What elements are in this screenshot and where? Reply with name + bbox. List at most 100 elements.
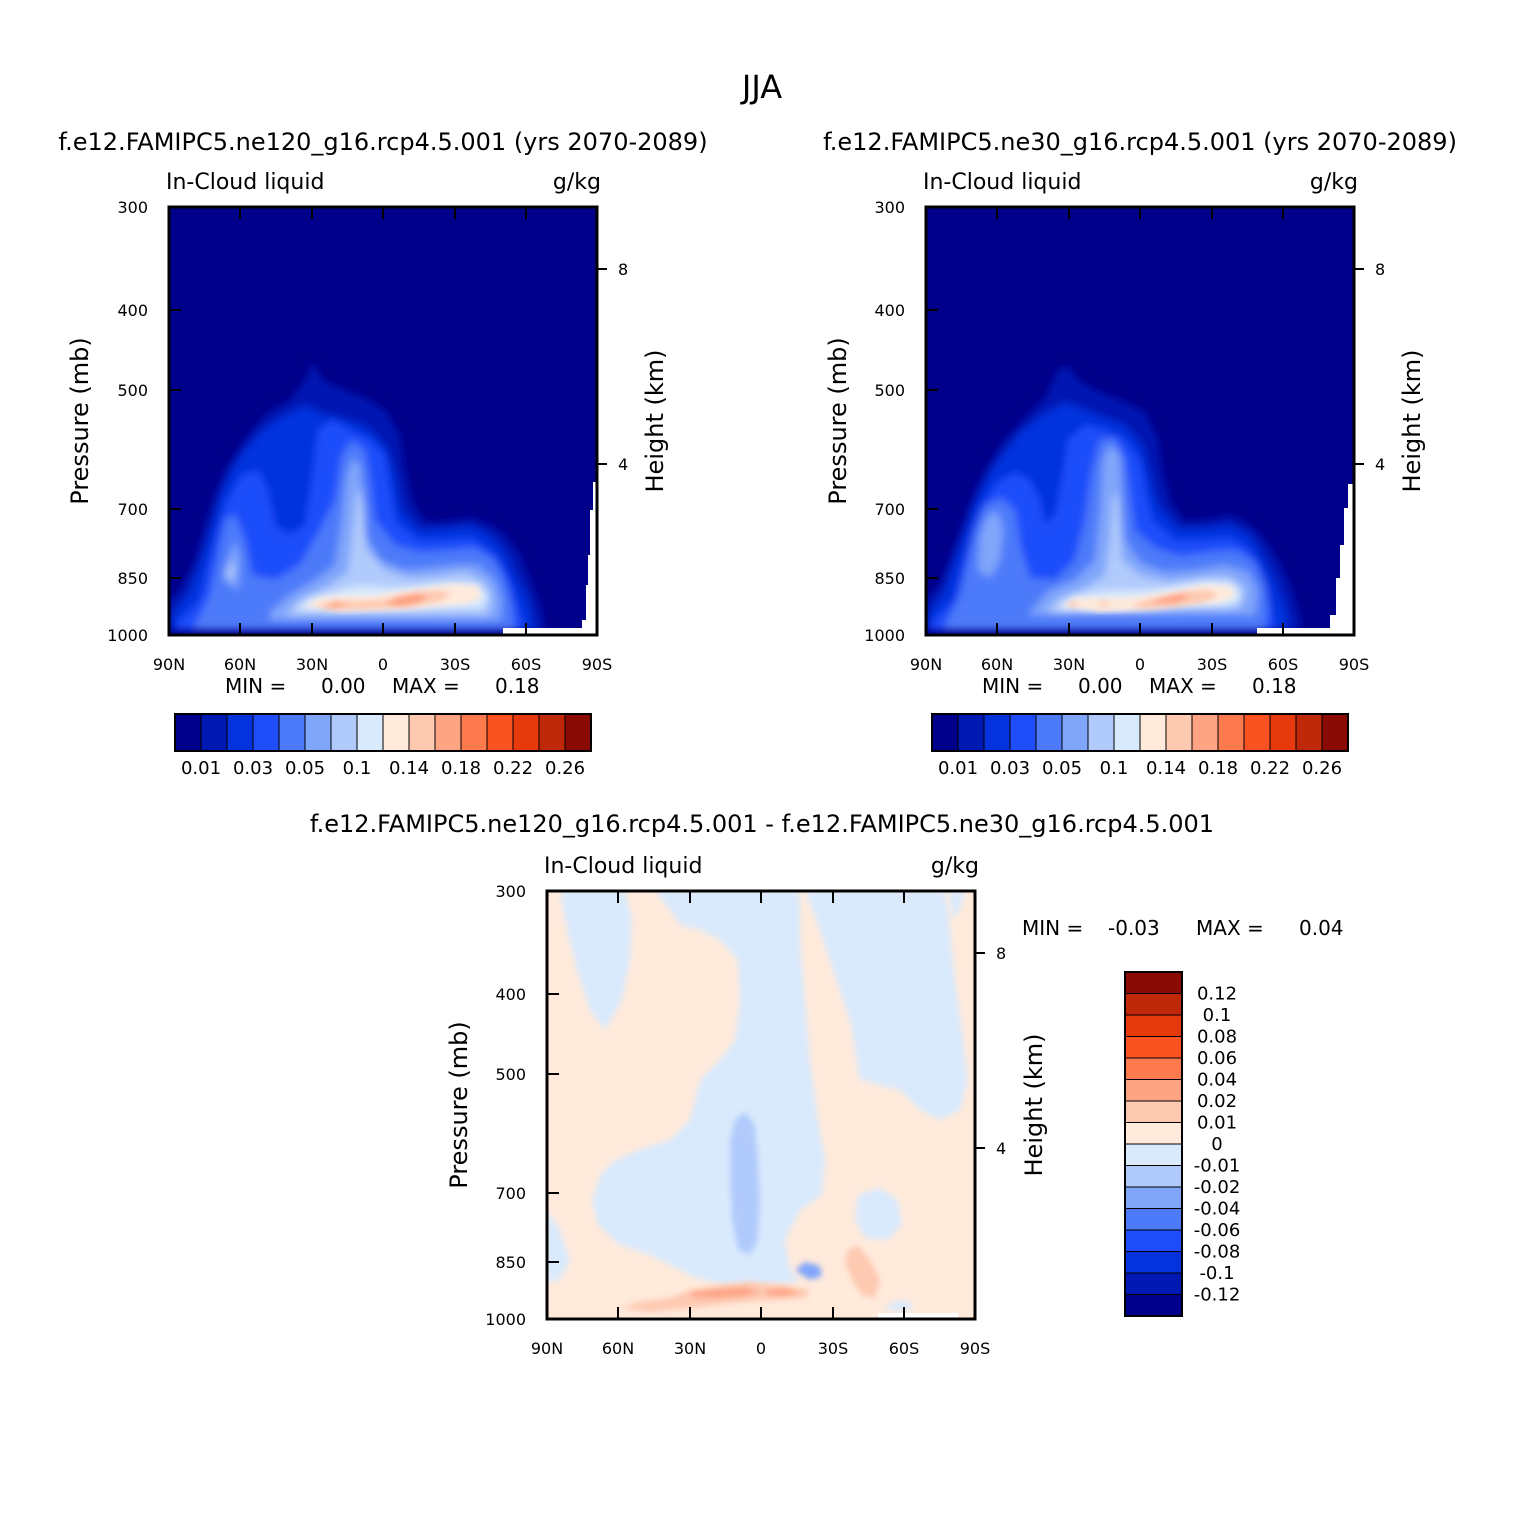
panel-2-xtick-30s: 30S (1197, 655, 1228, 674)
panel-1-xtick-90n: 90N (153, 655, 185, 674)
panel-1-ylabel-right: Height (km) (641, 350, 669, 493)
colorbar-swatch-7 (1124, 1122, 1183, 1145)
colorbar-label: 0.03 (233, 758, 273, 779)
panel-3-height-tick-4: 4 (996, 1139, 1006, 1158)
colorbar-swatch-10 (434, 713, 462, 752)
colorbar-swatch-0 (174, 713, 202, 752)
panel-1-contour-field (169, 207, 597, 635)
panel-1-max-value: 0.18 (495, 674, 540, 698)
colorbar-swatch-10 (1124, 1186, 1183, 1209)
panel-1-xtick-30n: 30N (296, 655, 328, 674)
panel-3-ytick-700: 700 (495, 1184, 526, 1203)
colorbar-label: 0.06 (1197, 1048, 1237, 1069)
colorbar-swatch-8 (382, 713, 410, 752)
colorbar-label: 0.18 (1198, 758, 1238, 779)
colorbar-swatch-15 (564, 713, 592, 752)
panel-2-ylabel-right: Height (km) (1398, 350, 1426, 493)
colorbar-swatch-7 (356, 713, 384, 752)
panel-1-xtick-60n: 60N (224, 655, 256, 674)
panel-1-height-tick-8: 8 (618, 260, 628, 279)
colorbar-label: 0.1 (1203, 1005, 1232, 1026)
colorbar-label: -0.02 (1194, 1177, 1241, 1198)
colorbar-label: 0.02 (1197, 1091, 1237, 1112)
colorbar-swatch-4 (278, 713, 306, 752)
panel-2-axis-ticks (925, 206, 1364, 636)
colorbar-swatch-12 (1124, 1229, 1183, 1252)
panel-3-xtick-30n: 30N (674, 1339, 706, 1358)
panel-2-max-value: 0.18 (1252, 674, 1297, 698)
panel-3-colorbar: 0.120.10.080.060.040.020.010-0.01-0.02-0… (1124, 971, 1241, 1317)
colorbar-swatch-9 (1165, 713, 1193, 752)
panel-3-contour-field (547, 891, 975, 1319)
colorbar-swatch-12 (1243, 713, 1271, 752)
panel-1-colorbar: 0.01 0.03 0.05 0.1 0.14 0.18 0.22 0.26 (174, 713, 592, 779)
panel-3-ylabel: Pressure (mb) (445, 1021, 473, 1188)
colorbar-swatch-12 (486, 713, 514, 752)
panel-3-min-value: -0.03 (1108, 916, 1160, 940)
colorbar-swatch-6 (330, 713, 358, 752)
panel-3-height-tick-8: 8 (996, 944, 1006, 963)
panel-2-height-tick-4: 4 (1375, 455, 1385, 474)
colorbar-label: 0.05 (1042, 758, 1082, 779)
colorbar-swatch-8 (1139, 713, 1167, 752)
colorbar-swatch-13 (512, 713, 540, 752)
colorbar-swatch-11 (460, 713, 488, 752)
colorbar-frame (174, 713, 592, 752)
panel-3-xtick-60s: 60S (889, 1339, 920, 1358)
panel-2-ylabel: Pressure (mb) (824, 337, 852, 504)
colorbar-swatch-6 (1124, 1100, 1183, 1123)
panel-3-title: f.e12.FAMIPC5.ne120_g16.rcp4.5.001 - f.e… (310, 810, 1214, 838)
colorbar-swatch-3 (1009, 713, 1037, 752)
colorbar-label: 0.14 (389, 758, 429, 779)
colorbar-label: 0.01 (181, 758, 221, 779)
colorbar-swatch-4 (1124, 1057, 1183, 1080)
panel-3-subtitle-left: In-Cloud liquid (544, 854, 702, 879)
panel-3-xtick-90n: 90N (531, 1339, 563, 1358)
panel-3-xtick-60n: 60N (602, 1339, 634, 1358)
colorbar-swatch-1 (1124, 993, 1183, 1016)
colorbar-swatch-6 (1087, 713, 1115, 752)
colorbar-frame (931, 713, 1349, 752)
colorbar-label: 0.22 (493, 758, 533, 779)
panel-3-xtick-0: 0 (756, 1339, 766, 1358)
colorbar-swatch-8 (1124, 1143, 1183, 1166)
panel-2-min-label: MIN = (982, 674, 1043, 698)
colorbar-label: 0.01 (938, 758, 978, 779)
colorbar-label: 0.05 (285, 758, 325, 779)
panel-1: f.e12.FAMIPC5.ne120_g16.rcp4.5.001 (yrs … (58, 128, 707, 779)
panel-2-xtick-60n: 60N (981, 655, 1013, 674)
colorbar-label: -0.01 (1194, 1156, 1241, 1177)
colorbar-label: 0.22 (1250, 758, 1290, 779)
colorbar-label: 0.14 (1146, 758, 1186, 779)
panel-2-contour-field (926, 207, 1354, 635)
colorbar-swatch-0 (1124, 971, 1183, 994)
panel-3-subtitle-right: g/kg (931, 854, 979, 879)
panel-1-xtick-60s: 60S (511, 655, 542, 674)
colorbar-swatch-9 (408, 713, 436, 752)
colorbar-swatch-9 (1124, 1165, 1183, 1188)
figure-title: JJA (740, 68, 782, 106)
colorbar-label: -0.08 (1194, 1242, 1241, 1263)
colorbar-label: -0.1 (1199, 1263, 1234, 1284)
panel-3-ytick-1000: 1000 (485, 1310, 526, 1329)
colorbar-label: -0.06 (1194, 1220, 1241, 1241)
panel-2-subtitle-left: In-Cloud liquid (923, 170, 1081, 195)
colorbar-label: 0.03 (990, 758, 1030, 779)
panel-2-ytick-300: 300 (874, 198, 905, 217)
panel-2-title: f.e12.FAMIPC5.ne30_g16.rcp4.5.001 (yrs 2… (823, 128, 1457, 156)
panel-1-min-value: 0.00 (321, 674, 366, 698)
panel-1-ytick-700: 700 (117, 500, 148, 519)
colorbar-label: 0.18 (441, 758, 481, 779)
panel-2-max-label: MAX = (1149, 674, 1217, 698)
panel-2: f.e12.FAMIPC5.ne30_g16.rcp4.5.001 (yrs 2… (823, 128, 1457, 779)
colorbar-label: 0.08 (1197, 1027, 1237, 1048)
panel-2-height-tick-8: 8 (1375, 260, 1385, 279)
panel-3-ytick-850: 850 (495, 1253, 526, 1272)
colorbar-swatch-2 (1124, 1014, 1183, 1037)
panel-1-ylabel: Pressure (mb) (66, 337, 94, 504)
panel-1-height-tick-4: 4 (618, 455, 628, 474)
colorbar-swatch-1 (200, 713, 228, 752)
colorbar-swatch-11 (1217, 713, 1245, 752)
panel-2-colorbar: 0.01 0.03 0.05 0.1 0.14 0.18 0.22 0.26 (931, 713, 1349, 779)
